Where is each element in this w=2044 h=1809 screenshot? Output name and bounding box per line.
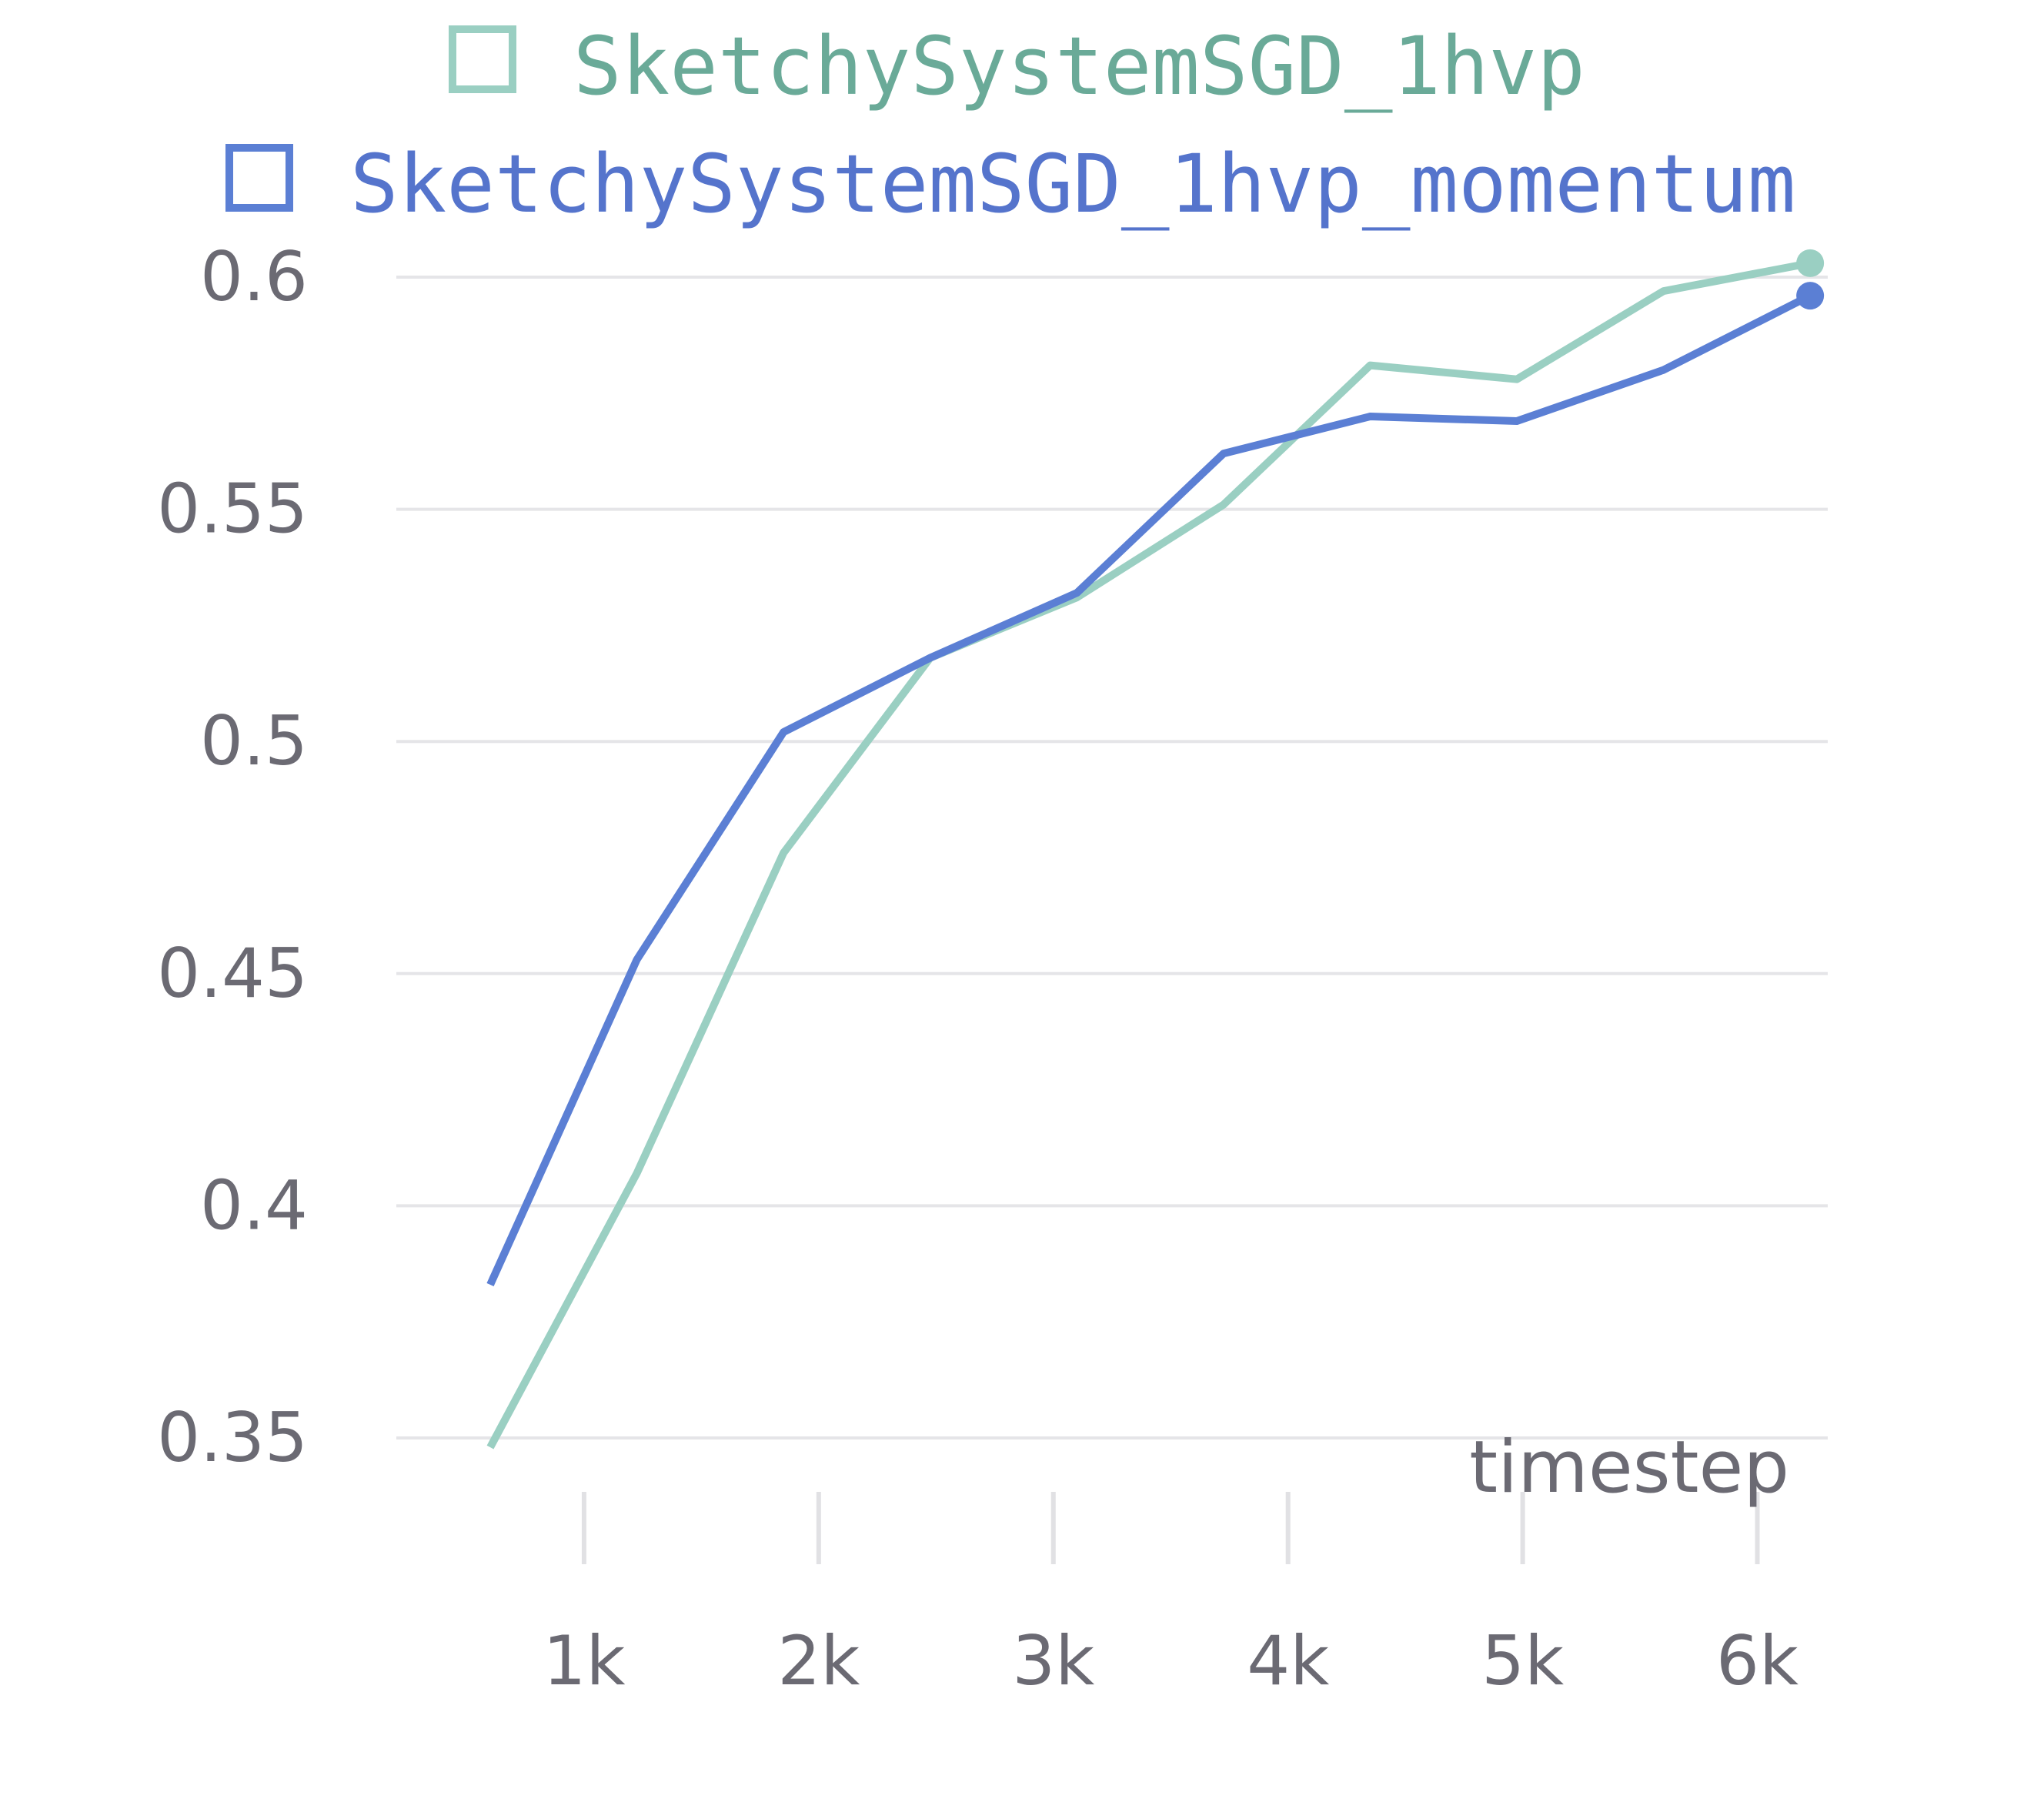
x-tick-label: 2k [777, 1621, 860, 1700]
legend-swatch-1[interactable] [449, 25, 516, 93]
series-end-point-2 [1796, 282, 1825, 310]
y-tick-label: 0.5 [200, 701, 308, 781]
series-line-1 [486, 259, 1812, 1450]
series-line-2 [486, 292, 1812, 1286]
y-tick-label: 0.4 [200, 1165, 308, 1245]
legend-label-1[interactable]: SketchySystemSGD_1hvp [573, 19, 1585, 113]
x-tick-label: 4k [1247, 1621, 1329, 1700]
x-tick-label: 5k [1481, 1621, 1564, 1700]
x-tick-label: 1k [543, 1621, 625, 1700]
y-tick-label: 0.6 [200, 237, 308, 316]
x-tick-label: 6k [1716, 1621, 1799, 1700]
legend-swatch-2[interactable] [225, 144, 293, 212]
y-tick-label: 0.45 [157, 934, 308, 1013]
x-axis-title: timestep [1469, 1426, 1789, 1510]
y-tick-label: 0.35 [157, 1398, 308, 1477]
series-end-point-1 [1796, 249, 1825, 277]
x-tick-label: 3k [1012, 1621, 1094, 1700]
legend-label-2[interactable]: SketchySystemSGD_1hvp_momentum [350, 137, 1795, 231]
y-tick-label: 0.55 [157, 470, 308, 549]
